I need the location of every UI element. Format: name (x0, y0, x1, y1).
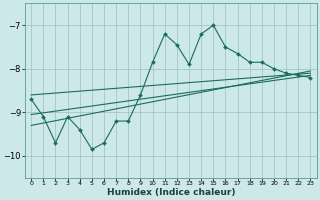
X-axis label: Humidex (Indice chaleur): Humidex (Indice chaleur) (107, 188, 235, 197)
